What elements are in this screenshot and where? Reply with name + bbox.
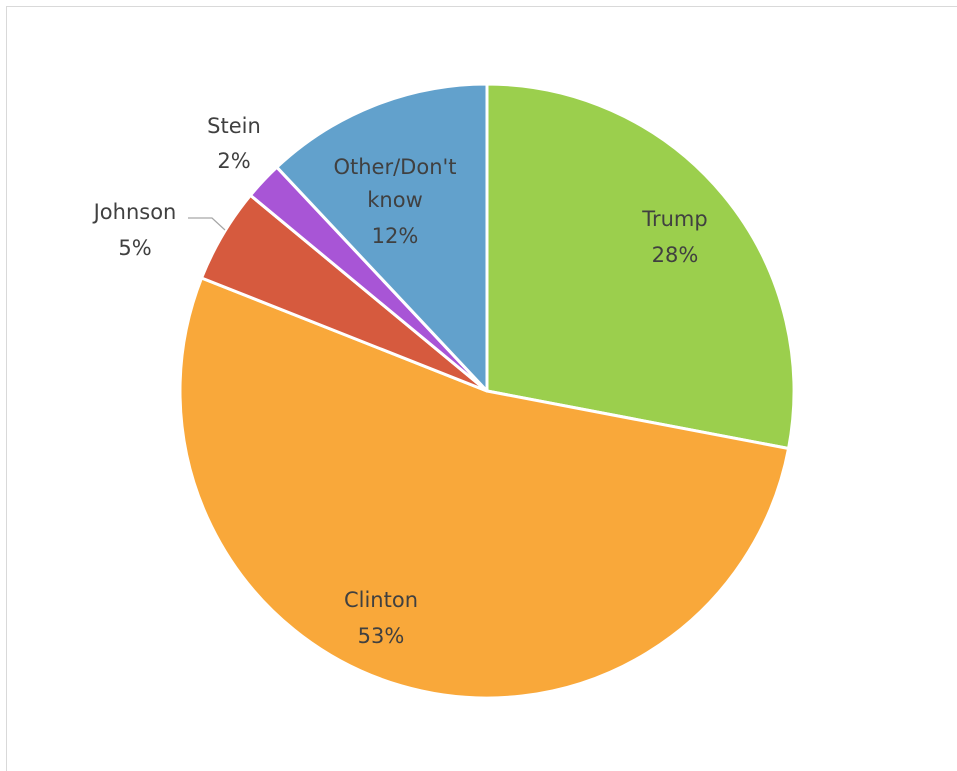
clinton-label-value: 53% [358,624,405,648]
other-label-value: 12% [372,224,419,248]
stein-label-value: 2% [217,149,250,173]
stein-label-name: Stein [207,114,261,138]
trump-label-name: Trump [641,207,707,231]
pie-slices [178,82,796,700]
data-labels: Trump 28% Clinton 53% Johnson 5% Stein 2… [92,114,708,648]
other-label-name-line1: Other/Don't [333,155,456,179]
johnson-label-value: 5% [118,236,151,260]
trump-slice [485,82,796,451]
trump-label-value: 28% [652,243,699,267]
johnson-label-name: Johnson [92,200,177,224]
other-label-name-line2: know [367,188,423,212]
clinton-label-name: Clinton [344,588,418,612]
leader-lines [188,217,226,231]
johnson-leader-line [188,217,226,231]
other-slice [275,82,489,393]
clinton-slice [178,276,791,700]
